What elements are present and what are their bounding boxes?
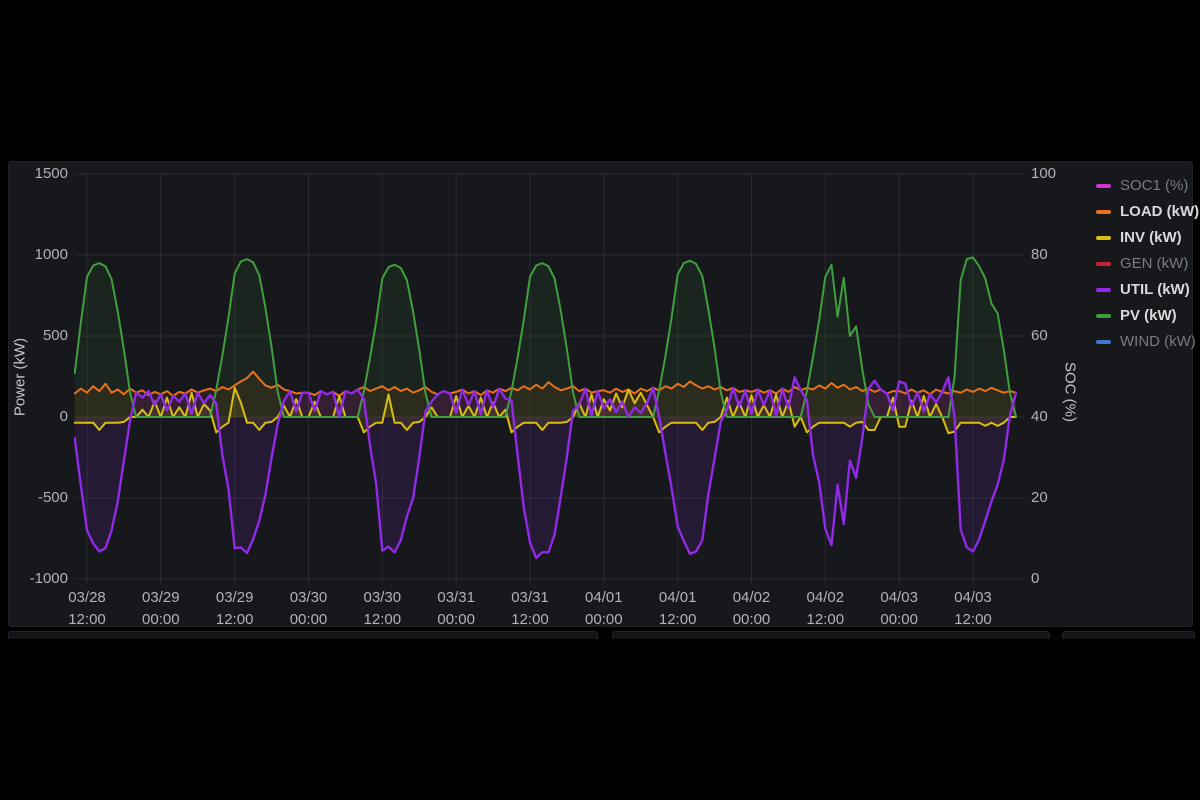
x-tick-time: 00:00 — [437, 611, 475, 628]
series-area-pv — [74, 257, 1017, 417]
left-tick-label: 0 — [59, 408, 68, 425]
x-tick-time: 00:00 — [289, 611, 328, 628]
x-tick-time: 00:00 — [142, 611, 180, 628]
x-tick-date: 03/31 — [511, 589, 549, 606]
x-tick-time: 12:00 — [215, 611, 254, 628]
x-tick-label: 03/31 12:00 — [497, 587, 563, 631]
series-line-pv — [74, 256, 1018, 418]
legend-item-load[interactable]: LOAD (kW) — [1096, 203, 1200, 220]
x-tick-time: 12:00 — [511, 611, 549, 628]
x-tick-label: 04/02 00:00 — [719, 587, 785, 631]
grid — [75, 173, 1024, 584]
series-area-inv — [74, 387, 1017, 434]
left-tick-label: 1500 — [34, 165, 68, 182]
legend-swatch — [1096, 287, 1111, 292]
x-tick-label: 04/03 12:00 — [940, 587, 1006, 631]
legend-label: PV (kW) — [1120, 307, 1177, 324]
x-tick-date: 04/02 — [806, 589, 845, 606]
x-tick-label: 03/30 12:00 — [349, 587, 415, 631]
legend-swatch — [1096, 183, 1111, 188]
right-tick-label: 40 — [1031, 408, 1048, 425]
x-tick-date: 03/28 — [68, 589, 106, 606]
legend: SOC1 (%) LOAD (kW) INV (kW) GEN (kW) UTIL (k… — [1096, 177, 1200, 360]
x-tick-time: 00:00 — [732, 611, 771, 628]
legend-swatch — [1096, 261, 1111, 266]
next-row-panel-stub — [612, 631, 1050, 639]
right-tick-label: 80 — [1031, 246, 1048, 263]
next-row-panel-stub — [1062, 631, 1195, 639]
legend-item-util[interactable]: UTIL (kW) — [1096, 281, 1199, 298]
x-tick-time: 12:00 — [806, 611, 845, 628]
series-line-inv — [74, 386, 1018, 435]
legend-swatch — [1096, 313, 1111, 318]
x-tick-label: 03/31 00:00 — [423, 587, 489, 631]
series-area-util — [74, 377, 1017, 558]
right-tick-label: 20 — [1031, 489, 1048, 506]
left-tick-label: -1000 — [29, 570, 68, 587]
x-tick-time: 00:00 — [880, 611, 918, 628]
x-tick-time: 12:00 — [954, 611, 992, 628]
x-tick-date: 04/03 — [954, 589, 992, 606]
x-tick-label: 03/29 12:00 — [202, 587, 268, 631]
x-tick-date: 04/01 — [585, 589, 623, 606]
series-line-load — [74, 370, 1018, 397]
left-tick-label: 500 — [42, 327, 68, 344]
x-tick-label: 04/03 00:00 — [866, 587, 932, 631]
legend-item-gen[interactable]: GEN (kW) — [1096, 255, 1199, 272]
x-tick-label: 04/02 12:00 — [792, 587, 858, 631]
x-tick-time: 12:00 — [658, 611, 697, 628]
series-plot[interactable] — [74, 256, 1018, 560]
x-tick-time: 12:00 — [363, 611, 402, 628]
x-tick-label: 03/29 00:00 — [128, 587, 194, 631]
legend-item-inv[interactable]: INV (kW) — [1096, 229, 1199, 246]
legend-item-pv[interactable]: PV (kW) — [1096, 307, 1199, 324]
legend-item-soc1[interactable]: SOC1 (%) — [1096, 177, 1199, 194]
x-tick-label: 04/01 00:00 — [571, 587, 637, 631]
x-tick-date: 03/31 — [437, 589, 475, 606]
left-tick-label: 1000 — [34, 246, 68, 263]
x-tick-date: 03/29 — [215, 589, 254, 606]
right-tick-label: 60 — [1031, 327, 1048, 344]
x-tick-label: 03/28 12:00 — [54, 587, 120, 631]
x-tick-time: 00:00 — [585, 611, 623, 628]
left-tick-label: -500 — [37, 489, 68, 506]
next-row-panel-stub — [8, 631, 598, 639]
legend-swatch — [1096, 209, 1111, 214]
legend-label: WIND (kW) — [1120, 333, 1196, 350]
legend-swatch — [1096, 339, 1111, 344]
x-tick-date: 03/29 — [142, 589, 180, 606]
legend-swatch — [1096, 235, 1111, 240]
legend-label: UTIL (kW) — [1120, 281, 1190, 298]
right-tick-label: 0 — [1031, 570, 1040, 587]
series-area-load — [74, 371, 1017, 417]
left-axis-title: Power (kW) — [11, 337, 29, 417]
legend-item-wind[interactable]: WIND (kW) — [1096, 333, 1199, 350]
x-tick-date: 04/02 — [732, 589, 771, 606]
x-tick-date: 04/01 — [658, 589, 697, 606]
legend-label: SOC1 (%) — [1120, 177, 1189, 194]
x-tick-label: 03/30 00:00 — [276, 587, 342, 631]
right-tick-label: 100 — [1031, 165, 1057, 182]
legend-label: LOAD (kW) — [1120, 203, 1200, 220]
x-tick-date: 03/30 — [363, 589, 402, 606]
x-tick-label: 04/01 12:00 — [645, 587, 711, 631]
x-tick-time: 12:00 — [68, 611, 106, 628]
x-tick-date: 03/30 — [289, 589, 328, 606]
x-tick-date: 04/03 — [880, 589, 918, 606]
timeseries-panel — [8, 161, 1193, 627]
legend-label: GEN (kW) — [1120, 255, 1189, 272]
legend-label: INV (kW) — [1120, 229, 1182, 246]
series-line-util — [74, 376, 1018, 560]
